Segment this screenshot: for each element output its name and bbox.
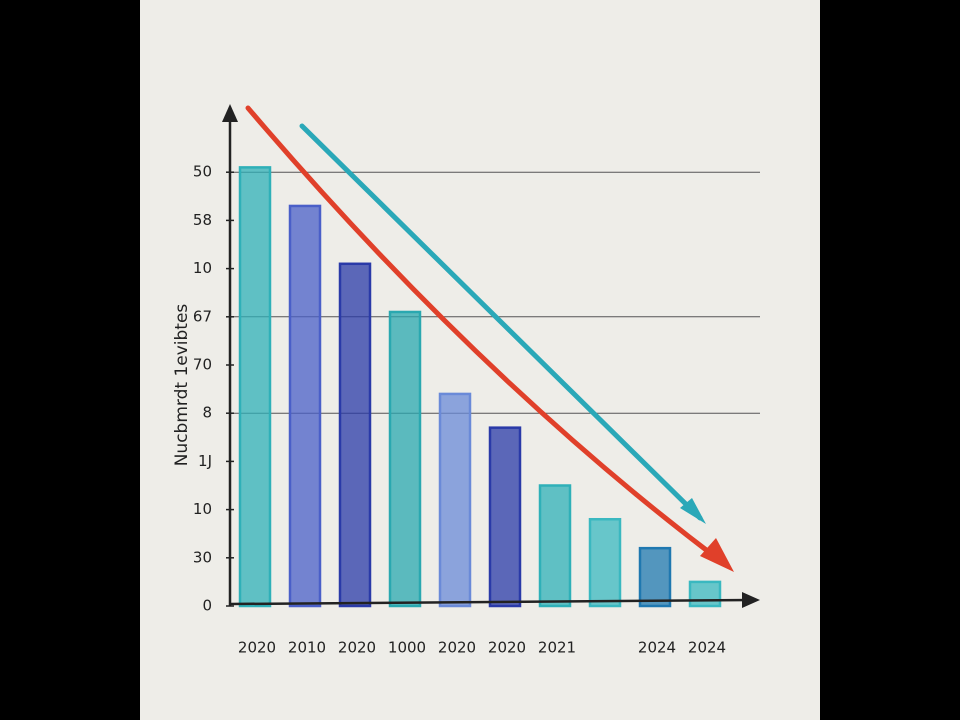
y-tick-label: 10 (193, 500, 212, 518)
x-tick-label: 2020 (488, 639, 526, 657)
bar (388, 310, 422, 608)
bar (338, 262, 372, 608)
bar (438, 392, 472, 608)
y-axis-label: Nucbmrdt 1evibtes (172, 304, 192, 467)
bar (538, 484, 572, 608)
x-tick-label: 2020 (438, 639, 476, 657)
x-tick-label: 2010 (288, 639, 326, 657)
bar (588, 517, 622, 608)
y-tick-label: 67 (193, 307, 212, 325)
y-axis-arrow (222, 104, 238, 122)
y-tick-label: 0 (202, 597, 212, 615)
x-tick-label: 2021 (538, 639, 576, 657)
trend-arrowhead (680, 498, 706, 524)
bar (288, 204, 322, 608)
trend-arrowhead (700, 538, 734, 572)
y-tick-label: 1J (198, 452, 212, 470)
x-tick-label: 2024 (638, 639, 676, 657)
y-tick-label: 8 (202, 404, 212, 422)
x-axis-arrow (742, 592, 760, 608)
x-tick-label: 2024 (688, 639, 726, 657)
y-tick-label: 58 (193, 211, 212, 229)
x-tick-label: 2020 (238, 639, 276, 657)
y-tick-label: 10 (193, 259, 212, 277)
bar (638, 546, 672, 608)
x-axis (229, 598, 753, 606)
bar (488, 426, 522, 608)
bar (688, 580, 722, 608)
bar (238, 166, 272, 608)
y-tick-label: 30 (193, 548, 212, 566)
trend-arrow (299, 123, 703, 521)
trend-arrow (245, 105, 725, 565)
y-tick-label: 70 (193, 356, 212, 374)
x-tick-label: 2020 (338, 639, 376, 657)
x-tick-label: 1000 (388, 639, 426, 657)
y-tick-label: 50 (193, 163, 212, 181)
